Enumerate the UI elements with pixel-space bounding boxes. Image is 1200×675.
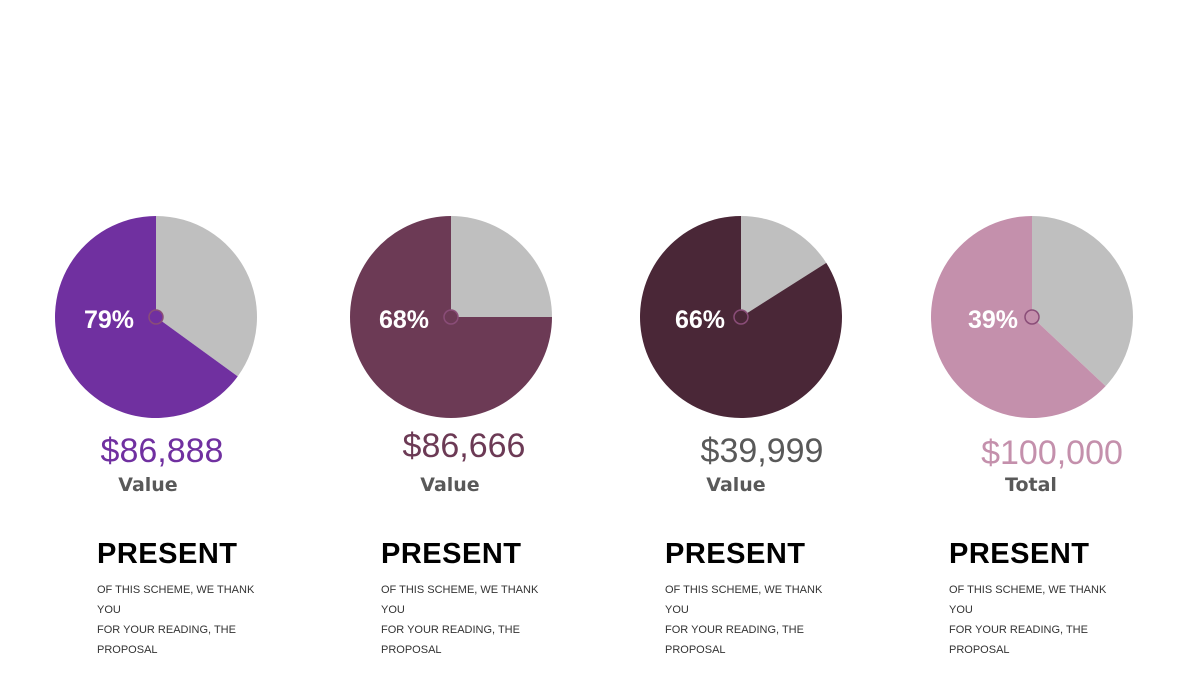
card-body-line: FOR YOUR READING, THE: [97, 620, 277, 640]
amount-caption-4: Total: [931, 474, 1131, 496]
pie-percent-label-4: 39%: [968, 306, 1018, 335]
card-body-line: OF THIS SCHEME, WE THANK YOU: [381, 580, 561, 620]
pie-svg-3: [637, 212, 847, 422]
card-body-3: OF THIS SCHEME, WE THANK YOU FOR YOUR RE…: [665, 580, 845, 660]
card-body-4: OF THIS SCHEME, WE THANK YOU FOR YOUR RE…: [949, 580, 1129, 660]
card-body-line: PROPOSAL: [381, 640, 561, 660]
amount-value-3: $39,999: [662, 432, 862, 471]
amount-value-2: $86,666: [364, 427, 564, 466]
amount-value-1: $86,888: [62, 432, 262, 471]
amount-value-4: $100,000: [952, 434, 1152, 473]
card-body-line: OF THIS SCHEME, WE THANK YOU: [949, 580, 1129, 620]
amount-caption-1: Value: [48, 474, 248, 496]
pie-percent-label-1: 79%: [84, 306, 134, 335]
card-body-2: OF THIS SCHEME, WE THANK YOU FOR YOUR RE…: [381, 580, 561, 660]
card-heading-2: PRESENT: [381, 538, 521, 571]
card-heading-1: PRESENT: [97, 538, 237, 571]
card-body-line: OF THIS SCHEME, WE THANK YOU: [97, 580, 277, 620]
card-body-line: PROPOSAL: [665, 640, 845, 660]
card-body-line: FOR YOUR READING, THE: [949, 620, 1129, 640]
card-heading-3: PRESENT: [665, 538, 805, 571]
pie-slice-remainder: [451, 216, 552, 317]
pie-chart-4: 39%: [928, 212, 1138, 422]
card-body-line: PROPOSAL: [97, 640, 277, 660]
card-heading-4: PRESENT: [949, 538, 1089, 571]
card-body-line: FOR YOUR READING, THE: [381, 620, 561, 640]
pie-percent-label-2: 68%: [379, 306, 429, 335]
pie-chart-1: 79%: [52, 212, 262, 422]
pie-center-dot: [734, 310, 748, 324]
pie-center-dot: [149, 310, 163, 324]
pie-percent-label-3: 66%: [675, 306, 725, 335]
pie-chart-3: 66%: [637, 212, 847, 422]
pie-center-dot: [444, 310, 458, 324]
card-body-1: OF THIS SCHEME, WE THANK YOU FOR YOUR RE…: [97, 580, 277, 660]
card-body-line: FOR YOUR READING, THE: [665, 620, 845, 640]
amount-caption-3: Value: [636, 474, 836, 496]
card-body-line: PROPOSAL: [949, 640, 1129, 660]
card-body-line: OF THIS SCHEME, WE THANK YOU: [665, 580, 845, 620]
pie-svg-4: [928, 212, 1138, 422]
amount-caption-2: Value: [350, 474, 550, 496]
pie-center-dot: [1025, 310, 1039, 324]
pie-chart-2: 68%: [347, 212, 557, 422]
